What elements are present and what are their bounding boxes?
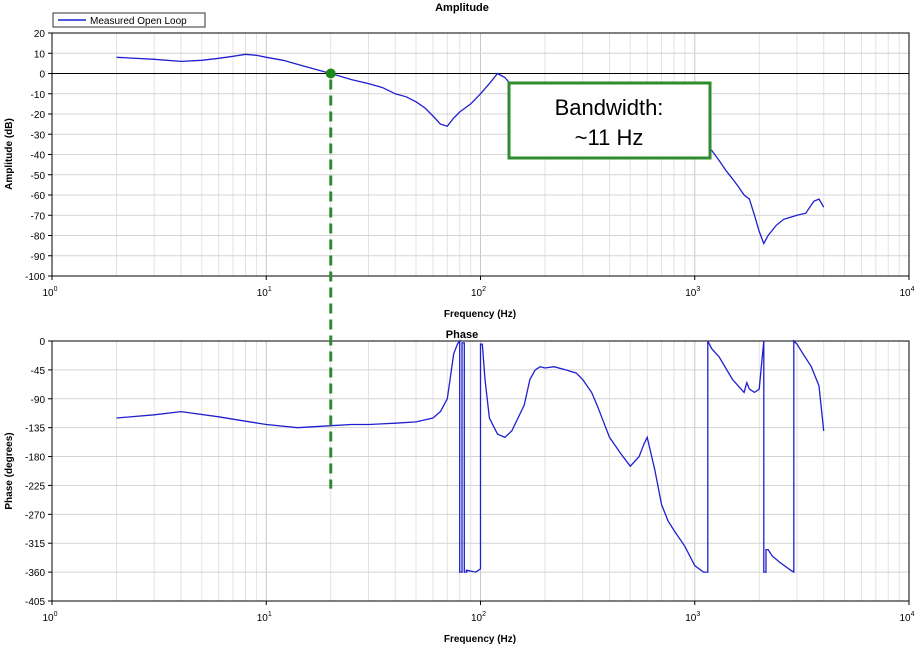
phase-y-tick-label: -405 [25, 597, 45, 608]
legend-entry: Measured Open Loop [90, 16, 187, 27]
bandwidth-marker [325, 68, 336, 79]
amplitude-title: Amplitude [435, 2, 489, 14]
amplitude-y-tick-label: -10 [31, 90, 46, 101]
amplitude-grid [51, 32, 909, 277]
amplitude-x-tick-label: 100 [42, 286, 57, 299]
amplitude-y-tick-label: -80 [31, 232, 46, 243]
phase-x-ticks: 100 101 102 103 104 [42, 601, 915, 624]
phase-x-tick-label: 104 [899, 611, 914, 624]
amplitude-y-tick-label: -30 [31, 130, 46, 141]
amplitude-y-ticks: 20 10 0 -10 -20 -30 -40 -50 -60 -70 -80 -90 -100 [25, 29, 52, 283]
amplitude-x-tick-label: 103 [685, 286, 700, 299]
amplitude-x-ticks: 100 101 102 103 104 [42, 276, 915, 299]
amplitude-y-tick-label: -90 [31, 252, 46, 263]
amplitude-x-tick-label: 104 [899, 286, 914, 299]
phase-x-tick-label: 100 [42, 611, 57, 624]
phase-y-tick-label: -45 [31, 366, 46, 377]
amplitude-y-tick-label: -100 [25, 272, 45, 283]
phase-y-tick-label: -135 [25, 424, 45, 435]
phase-y-tick-label: -225 [25, 481, 45, 492]
legend: Measured Open Loop [52, 12, 206, 28]
phase-y-tick-label: -90 [31, 395, 46, 406]
amplitude-y-axis-label: Amplitude (dB) [4, 118, 15, 190]
phase-y-tick-label: -315 [25, 539, 45, 550]
phase-x-tick-label: 101 [257, 611, 272, 624]
phase-title: Phase [446, 329, 478, 341]
callout-line-2: ~11 Hz [575, 125, 644, 150]
amplitude-y-tick-label: -20 [31, 110, 46, 121]
phase-y-tick-label: -360 [25, 568, 45, 579]
phase-y-axis-label: Phase (degrees) [4, 432, 15, 509]
amplitude-x-tick-label: 102 [471, 286, 486, 299]
phase-x-tick-label: 102 [471, 611, 486, 624]
amplitude-y-tick-label: 0 [39, 70, 45, 81]
callout-line-1: Bandwidth: [555, 95, 664, 120]
amplitude-x-tick-label: 101 [257, 286, 272, 299]
amplitude-y-tick-label: 10 [34, 49, 46, 60]
amplitude-y-tick-label: 20 [34, 29, 46, 40]
amplitude-y-tick-label: -40 [31, 151, 46, 162]
phase-x-axis-label: Frequency (Hz) [444, 634, 516, 645]
amplitude-y-tick-label: -50 [31, 171, 46, 182]
phase-series-line [116, 338, 825, 574]
amplitude-y-tick-label: -60 [31, 191, 46, 202]
bandwidth-callout: Bandwidth: ~11 Hz [507, 81, 712, 160]
phase-x-tick-label: 103 [685, 611, 700, 624]
amplitude-panel: Amplitude 20100-10-20-30-40-50-60-70-80-… [4, 2, 915, 320]
phase-y-ticks: 0 -45 -90 -135 -180 -225 -270 -315 -360 -405 [25, 337, 52, 608]
amplitude-y-tick-label: -70 [31, 211, 46, 222]
phase-y-tick-label: -180 [25, 453, 45, 464]
phase-panel: Phase 0 -45 -90 -135 -180 -225 -270 -315 -360 -40… [4, 329, 915, 645]
amplitude-x-axis-label: Frequency (Hz) [444, 309, 516, 320]
legend-box [52, 12, 206, 28]
phase-y-tick-label: 0 [39, 337, 45, 348]
phase-y-tick-label: -270 [25, 510, 45, 521]
callout-box [507, 81, 712, 160]
